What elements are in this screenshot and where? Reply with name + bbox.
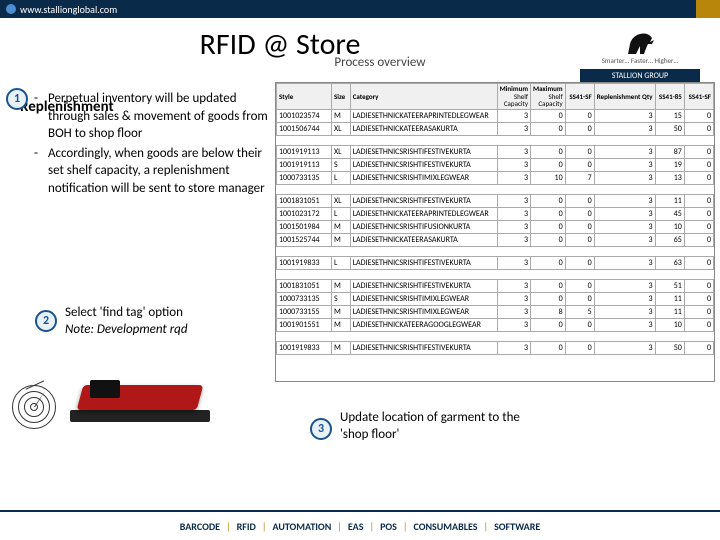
footer-service: AUTOMATION xyxy=(266,520,337,533)
step3-text: Update location of garment to the 'shop … xyxy=(340,410,520,444)
th-repl: Replenishment Qty xyxy=(594,84,655,110)
step1-bullets: -Perpetual inventory will be updated thr… xyxy=(34,90,269,199)
bar-accent xyxy=(696,0,720,18)
table-row: 1001023574MLADIESETHNICKATEERAPRINTEDLEG… xyxy=(277,110,714,123)
th-min: MinimumShelfCapacity xyxy=(497,84,530,110)
table-row: 1001501984MLADIESETHNICSRISHTIFUSIONKURT… xyxy=(277,221,714,234)
table-row: 1001506744XLLADIESETHNICKATEERASAKURTA30… xyxy=(277,123,714,136)
footer-service: CONSUMABLES xyxy=(407,520,483,533)
dash-icon: - xyxy=(34,90,48,143)
table-row: 1001919833LLADIESETHNICSRISHTIFESTIVEKUR… xyxy=(277,257,714,270)
globe-icon xyxy=(6,4,16,14)
top-url-bar: www.stallionglobal.com xyxy=(0,0,720,18)
table-row: 1000733135LLADIESETHNICSRISHTIMIXLEGWEAR… xyxy=(277,172,714,185)
step2-line1: Select 'find tag' option xyxy=(65,305,265,322)
rfid-scanner-icon xyxy=(60,370,210,430)
th-max: MaximumShelfCapacity xyxy=(531,84,566,110)
url-text: www.stallionglobal.com xyxy=(20,3,117,16)
replenishment-table: Style Size Category MinimumShelfCapacity… xyxy=(275,82,715,382)
footer-service: BARCODE xyxy=(174,520,226,533)
th-style: Style xyxy=(277,84,332,110)
footer-service: SOFTWARE xyxy=(488,520,546,533)
table-row: 1001901551MLADIESETHNICKATEERAGOOGLEGWEA… xyxy=(277,319,714,332)
table-body: 1001023574MLADIESETHNICKATEERAPRINTEDLEG… xyxy=(277,110,714,355)
bar-fill xyxy=(123,0,696,18)
bullet-a: Perpetual inventory will be updated thro… xyxy=(48,90,269,143)
table-row: 1001919833MLADIESETHNICSRISHTIFESTIVEKUR… xyxy=(277,342,714,355)
bullet-b: Accordingly, when goods are below their … xyxy=(48,145,269,198)
table-row: 1001023172LLADIESETHNICKATEERAPRINTEDLEG… xyxy=(277,208,714,221)
footer-service: EAS xyxy=(342,520,370,533)
table-row: 1000733135SLADIESETHNICSRISHTIMIXLEGWEAR… xyxy=(277,293,714,306)
footer-service: POS xyxy=(374,520,403,533)
th-ss41sf2: SS41-SF xyxy=(684,84,713,110)
th-size: Size xyxy=(332,84,351,110)
dash-icon: - xyxy=(34,145,48,198)
radar-icon xyxy=(12,385,56,429)
horse-logo-icon xyxy=(620,26,660,56)
step2-note: Note: Development rqd xyxy=(65,322,265,339)
table-row: 1001831051MLADIESETHNICSRISHTIFESTIVEKUR… xyxy=(277,280,714,293)
th-ss4185: SS41-85 xyxy=(655,84,684,110)
step-badge-2: 2 xyxy=(35,310,57,332)
page-subtitle: Process overview xyxy=(100,55,660,70)
step2-text: Select 'find tag' option Note: Developme… xyxy=(65,305,265,339)
th-ss41sf: SS41-SF xyxy=(565,84,594,110)
step-badge-3: 3 xyxy=(310,418,332,440)
step-badge-1: 1 xyxy=(6,88,28,110)
table-row: 1001919113XLLADIESETHNICSRISHTIFESTIVEKU… xyxy=(277,146,714,159)
url-area: www.stallionglobal.com xyxy=(0,3,123,16)
th-category: Category xyxy=(350,84,497,110)
footer-services: BARCODE | RFID | AUTOMATION | EAS | POS … xyxy=(174,516,547,536)
footer: BARCODE | RFID | AUTOMATION | EAS | POS … xyxy=(0,510,720,540)
footer-service: RFID xyxy=(231,520,262,533)
table-row: 1001831051XLLADIESETHNICSRISHTIFESTIVEKU… xyxy=(277,195,714,208)
logo-group: STALLION GROUP xyxy=(580,69,700,83)
title-block: RFID @ Store Process overview xyxy=(0,26,560,78)
table-row: 1000733155MLADIESETHNICSRISHTIMIXLEGWEAR… xyxy=(277,306,714,319)
table-row: 1001525744MLADIESETHNICKATEERASAKURTA300… xyxy=(277,234,714,247)
table-row: 1001919113SLADIESETHNICSRISHTIFESTIVEKUR… xyxy=(277,159,714,172)
